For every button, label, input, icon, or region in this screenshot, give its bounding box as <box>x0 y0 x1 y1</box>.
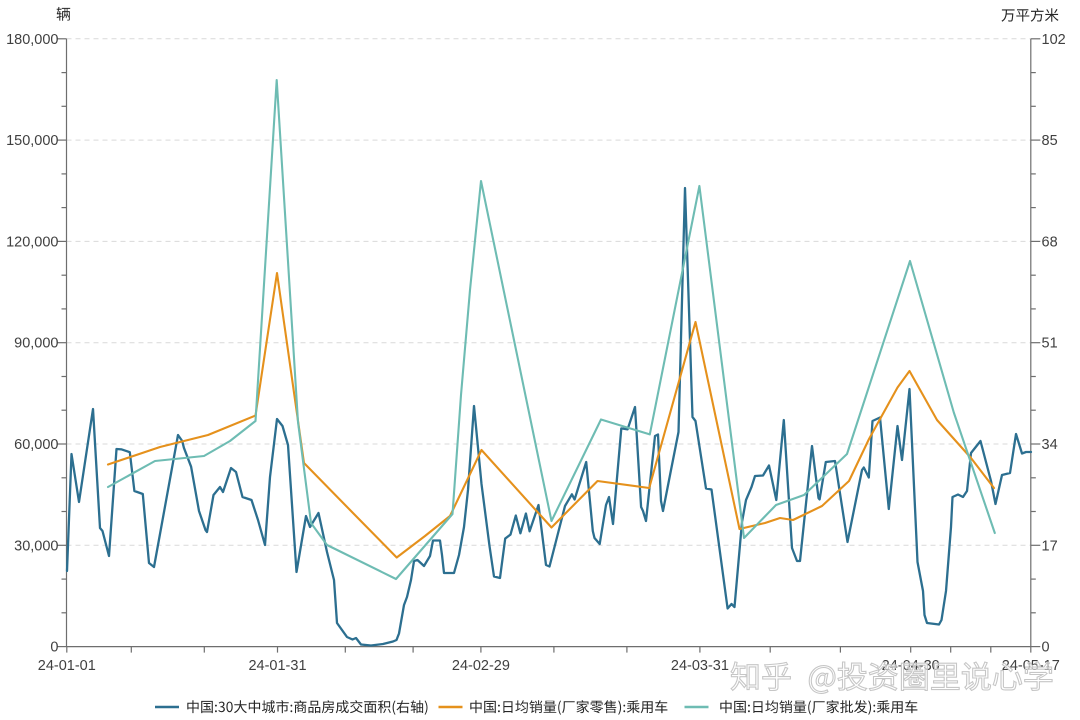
svg-text:24-03-31: 24-03-31 <box>671 658 729 674</box>
svg-text:24-01-01: 24-01-01 <box>38 658 96 674</box>
svg-text:120,000: 120,000 <box>6 234 58 250</box>
svg-text:60,000: 60,000 <box>14 437 58 453</box>
svg-text:180,000: 180,000 <box>6 32 58 48</box>
svg-text:51: 51 <box>1042 336 1058 352</box>
svg-text:30,000: 30,000 <box>14 538 58 554</box>
svg-text:68: 68 <box>1042 234 1058 250</box>
svg-text:0: 0 <box>50 640 58 656</box>
svg-text:85: 85 <box>1042 133 1058 149</box>
svg-text:150,000: 150,000 <box>6 133 58 149</box>
svg-text:0: 0 <box>1042 640 1050 656</box>
svg-text:17: 17 <box>1042 538 1058 554</box>
svg-text:102: 102 <box>1042 32 1066 48</box>
svg-text:24-02-29: 24-02-29 <box>452 658 510 674</box>
svg-text:24-01-31: 24-01-31 <box>248 658 306 674</box>
svg-text:90,000: 90,000 <box>14 336 58 352</box>
svg-text:34: 34 <box>1042 437 1058 453</box>
